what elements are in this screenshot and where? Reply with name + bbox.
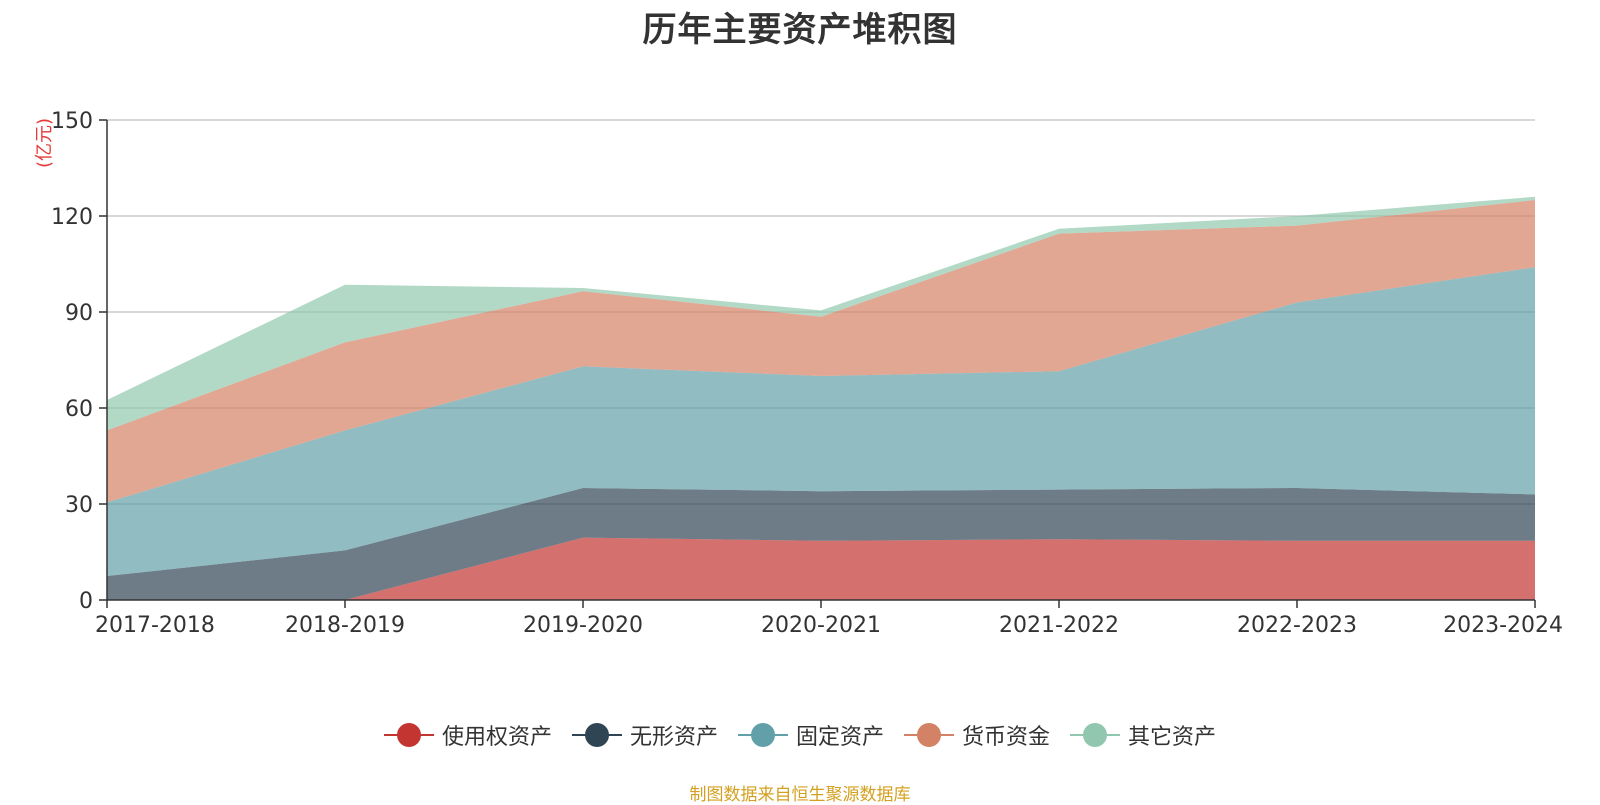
legend-item-3[interactable]: 固定资产 <box>737 719 884 751</box>
legend-label: 使用权资产 <box>441 725 552 750</box>
legend-label: 固定资产 <box>795 725 884 750</box>
x-tick-label: 2022-2023 <box>1237 613 1357 638</box>
y-tick-label: 60 <box>65 397 93 422</box>
legend-marker-dot <box>584 723 609 747</box>
y-tick-label: 0 <box>79 589 93 614</box>
legend-item-4[interactable]: 货币资金 <box>904 719 1050 751</box>
source-note: 制图数据来自恒生聚源数据库 <box>689 785 911 805</box>
y-tick-label: 90 <box>65 301 93 326</box>
legend-item-2[interactable]: 无形资产 <box>571 719 718 751</box>
legend-marker <box>737 722 788 748</box>
x-tick-label: 2021-2022 <box>999 613 1119 638</box>
legend-marker-dot <box>917 723 941 747</box>
x-tick-label: 2018-2019 <box>285 613 405 638</box>
legend-marker <box>1070 722 1121 748</box>
series-areas <box>107 196 1535 600</box>
area-series-3[interactable] <box>107 267 1535 576</box>
y-tick-label: 150 <box>51 109 93 134</box>
legend-item-5[interactable]: 其它资产 <box>1070 719 1216 751</box>
area-series-1[interactable] <box>107 537 1535 600</box>
legend-label: 无形资产 <box>629 725 718 750</box>
legend-marker-dot <box>396 723 421 747</box>
axes: 0 30 60 90 120 150 2017-2018 2018-2019 2019-2020… <box>51 109 1563 638</box>
x-tick-label: 2017-2018 <box>95 613 215 638</box>
legend-item-1[interactable]: 使用权资产 <box>383 719 552 751</box>
legend-label: 其它资产 <box>1128 725 1217 750</box>
y-tick-label: 30 <box>65 493 93 518</box>
legend-marker <box>383 722 434 748</box>
area-series-5[interactable] <box>107 196 1535 431</box>
x-tick-label: 2020-2021 <box>761 613 881 638</box>
legend-marker <box>904 722 954 748</box>
y-tick-label: 120 <box>51 205 93 230</box>
x-tick-label: 2019-2020 <box>523 613 643 638</box>
legend-marker-dot <box>750 723 775 747</box>
chart-legend: 使用权资产 无形资产 固定资产 货币资金 其它资产 <box>0 718 1600 752</box>
area-series-2[interactable] <box>107 488 1535 600</box>
chart-title: 历年主要资产堆积图 <box>642 10 958 50</box>
area-series-4[interactable] <box>107 200 1535 503</box>
legend-label: 货币资金 <box>962 725 1051 750</box>
legend-marker-dot <box>1083 723 1108 747</box>
x-tick-label: 2023-2024 <box>1443 613 1563 638</box>
legend-marker <box>571 722 622 748</box>
